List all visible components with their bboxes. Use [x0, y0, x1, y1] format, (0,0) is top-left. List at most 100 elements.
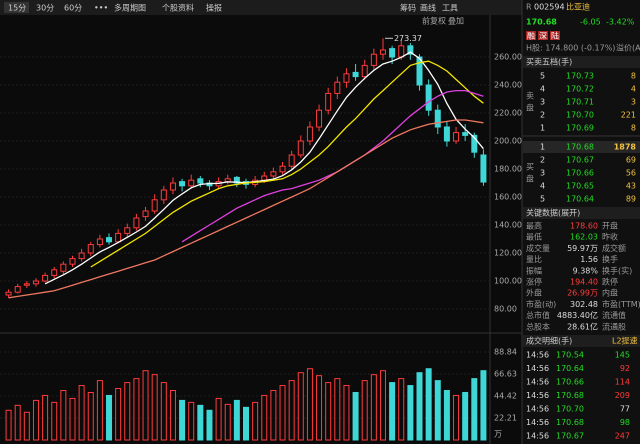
candle-body — [60, 263, 67, 272]
hk-price: H股: 174.800 (-0.17%) — [526, 44, 615, 53]
y-tick-label: 160.00 — [494, 193, 522, 202]
candle-body — [316, 109, 323, 128]
volume-bar — [361, 380, 368, 441]
volume-bar — [42, 394, 49, 441]
depth-volume: 8 — [631, 72, 636, 81]
candle-body — [87, 244, 94, 254]
y-tick-label: 180.00 — [494, 165, 522, 174]
trade-volume: 145 — [615, 351, 630, 360]
depth-level: 4 — [540, 85, 545, 94]
depth-volume: 1878 — [614, 143, 637, 152]
quote-panel — [522, 0, 640, 444]
candle-body — [224, 178, 231, 183]
candle-body — [288, 154, 295, 167]
trades-tab[interactable]: L2提速 — [612, 336, 638, 346]
candle-body — [279, 165, 286, 173]
y-tick-label: 22.21 — [494, 414, 517, 423]
period-tab[interactable]: 15分 — [8, 4, 26, 13]
stock-name: 比亚迪 — [566, 2, 590, 12]
tag: 融 — [527, 31, 535, 41]
volume-bar — [279, 385, 286, 441]
volume-bar — [434, 380, 441, 441]
candle-body — [5, 291, 12, 296]
key-value: 302.48 — [570, 300, 598, 309]
key-label: 换手 — [602, 254, 618, 264]
option-button[interactable]: 叠加 — [448, 16, 464, 26]
tag-box — [526, 31, 536, 40]
active-period — [4, 2, 29, 13]
volume-bar — [398, 378, 405, 441]
depth-level: 2 — [540, 156, 545, 165]
volume-bar — [407, 385, 414, 441]
candle-body — [453, 132, 460, 142]
trade-price: 170.70 — [556, 405, 584, 414]
volume-bar — [462, 391, 469, 441]
candle-body — [480, 154, 487, 183]
tool-button[interactable]: 筹码 — [400, 3, 416, 13]
period-tab[interactable]: 多周期图 — [114, 3, 146, 13]
candle-body — [188, 179, 195, 187]
period-tab[interactable]: 60分 — [64, 4, 82, 13]
y-tick-label: 120.00 — [494, 249, 522, 258]
depth-volume: 4 — [631, 85, 636, 94]
y-tick-label: 44.42 — [494, 392, 517, 401]
volume-bar — [297, 372, 304, 441]
volume-bar — [370, 374, 377, 441]
period-tab[interactable]: 个股资料 — [162, 3, 194, 13]
trade-volume: 247 — [615, 432, 630, 441]
candle-body — [160, 189, 167, 201]
key-label: 市盈(动) — [526, 299, 556, 309]
premium: 溢价(A/H) — [616, 43, 640, 53]
key-label: 成交量 — [526, 243, 550, 253]
period-tab[interactable]: 操报 — [206, 3, 222, 13]
candle-body — [197, 178, 204, 184]
candle-body — [389, 48, 396, 58]
depth-header — [523, 56, 640, 68]
candle-body — [179, 181, 186, 187]
key-label: 成交额 — [602, 243, 626, 253]
period-tab[interactable]: ••• — [94, 4, 108, 13]
volume-bar — [115, 388, 122, 441]
candle-body — [142, 210, 149, 218]
candle-body — [14, 286, 21, 293]
volume-bar — [480, 370, 487, 441]
candle-body — [443, 126, 450, 142]
key-label: 量比 — [526, 254, 542, 264]
option-button[interactable]: 前复权 — [422, 16, 446, 26]
candle-body — [416, 56, 423, 86]
tool-button[interactable]: 工具 — [442, 4, 458, 13]
tool-button[interactable]: 画线 — [420, 3, 436, 13]
trade-volume: 77 — [620, 405, 630, 414]
period-tab[interactable]: 30分 — [36, 4, 54, 13]
depth-price: 170.64 — [566, 195, 594, 204]
y-tick-label: 200.00 — [494, 137, 522, 146]
volume-bar — [206, 409, 213, 441]
depth-volume: 43 — [626, 182, 636, 191]
volume-bar — [325, 382, 332, 441]
trade-time: 14:56 — [526, 364, 549, 373]
candle-body — [379, 49, 386, 55]
depth-level: 5 — [540, 195, 545, 204]
key-label: 内盘 — [602, 288, 618, 298]
depth-volume: 89 — [626, 195, 636, 204]
key-value: 162.03 — [570, 233, 598, 242]
volume-bar — [106, 394, 113, 441]
key-label: 总市值 — [526, 310, 550, 320]
volume-bar — [352, 391, 359, 441]
tag: 陆 — [551, 31, 559, 41]
key-value: 4883.40亿 — [557, 310, 598, 320]
last-price: 170.68 — [526, 18, 557, 27]
key-label: 涨停 — [526, 277, 542, 287]
key-value: 28.61亿 — [567, 321, 598, 331]
candle-body — [169, 182, 176, 191]
volume-bar — [78, 385, 85, 441]
volume-bar — [443, 390, 450, 441]
y-tick-label: 88.84 — [494, 348, 517, 357]
trade-time: 14:56 — [526, 378, 549, 387]
best-bid-row — [523, 141, 640, 153]
key-value: 1.56 — [580, 255, 598, 264]
candle-body — [306, 126, 313, 142]
candle-body — [23, 283, 30, 286]
